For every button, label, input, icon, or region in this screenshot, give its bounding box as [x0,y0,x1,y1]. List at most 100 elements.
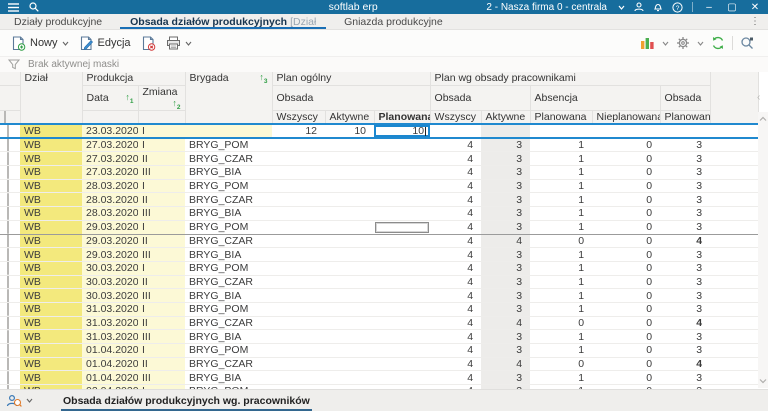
cell-obsada-aktywne[interactable]: 3 [481,248,530,262]
sort-icon-zmiana[interactable]: ↑2 [172,98,180,111]
cell-obsada-aktywne[interactable]: 3 [481,343,530,357]
cell-plan-ogolny-wszyscy[interactable] [272,193,325,207]
table-row[interactable]: WB29.03.2020IIIBRYG_BIA43103 [0,248,758,262]
cell-zmiana[interactable]: II [138,234,185,248]
cell-dzial[interactable]: WB [20,193,82,207]
gear-dropdown-icon[interactable] [697,41,704,46]
cell-plan-ogolny-planowana[interactable] [374,138,430,152]
cell-dzial[interactable]: WB [20,343,82,357]
cell-brygada[interactable]: BRYG_BIA [185,207,272,221]
cell-plan-ogolny-planowana[interactable] [374,316,430,330]
cell-absencja-nieplanowana[interactable]: 0 [592,275,660,289]
cell-plan-ogolny-aktywne[interactable]: 10 [325,124,374,138]
row-checkbox[interactable] [7,124,9,138]
cell-zmiana[interactable]: II [138,193,185,207]
cell-obsada-wszyscy[interactable]: 4 [430,302,481,316]
table-row[interactable]: WB27.03.2020IBRYG_POM43103 [0,138,758,152]
cell-obsada-wszyscy[interactable]: 4 [430,261,481,275]
cell-data[interactable]: 31.03.2020 [82,330,138,344]
cell-zmiana[interactable]: II [138,152,185,166]
cell-obsada-aktywne[interactable]: 3 [481,207,530,221]
cell-brygada[interactable]: BRYG_POM [185,179,272,193]
cell-obsada-planowana[interactable]: 3 [660,302,710,316]
cell-plan-ogolny-planowana[interactable] [374,220,430,234]
cell-obsada-wszyscy[interactable]: 4 [430,138,481,152]
print-button[interactable] [161,33,197,53]
group-header-plan-wg-obsady[interactable]: Plan wg obsady pracownikami [430,72,710,85]
cell-plan-ogolny-aktywne[interactable] [325,330,374,344]
cell-absencja-nieplanowana[interactable]: 0 [592,220,660,234]
cell-plan-ogolny-aktywne[interactable] [325,261,374,275]
cell-plan-ogolny-aktywne[interactable] [325,275,374,289]
cell-obsada-aktywne[interactable]: 3 [481,289,530,303]
cell-data[interactable]: 28.03.2020 [82,207,138,221]
cell-brygada[interactable]: BRYG_BIA [185,330,272,344]
cell-obsada-wszyscy[interactable]: 4 [430,166,481,180]
row-checkbox-cell[interactable] [0,371,20,385]
cell-dzial[interactable]: WB [20,179,82,193]
cell-dzial[interactable]: WB [20,234,82,248]
cell-plan-ogolny-wszyscy[interactable] [272,179,325,193]
cell-zmiana[interactable]: I [138,302,185,316]
cell-absencja-nieplanowana[interactable]: 0 [592,343,660,357]
cell-plan-ogolny-planowana[interactable] [374,343,430,357]
cell-absencja-planowana[interactable]: 1 [530,275,592,289]
print-dropdown-icon[interactable] [185,41,192,46]
cell-filler[interactable] [710,316,758,330]
cell-brygada[interactable]: BRYG_CZAR [185,152,272,166]
cell-obsada-planowana[interactable]: 3 [660,289,710,303]
cell-absencja-planowana[interactable]: 1 [530,138,592,152]
row-checkbox-cell[interactable] [0,343,20,357]
table-row[interactable]: WB01.04.2020IBRYG_POM43103 [0,343,758,357]
cell-dzial[interactable]: WB [20,124,82,138]
cell-plan-ogolny-planowana[interactable] [374,207,430,221]
table-row[interactable]: WB29.03.2020IIBRYG_CZAR44004 [0,234,758,248]
row-checkbox[interactable] [7,248,9,262]
cell-obsada-aktywne[interactable]: 3 [481,193,530,207]
cell-absencja-planowana[interactable]: 0 [530,357,592,371]
row-checkbox-cell[interactable] [0,234,20,248]
cell-filler[interactable] [710,371,758,385]
scroll-down-icon[interactable] [759,377,767,385]
cell-plan-ogolny-wszyscy[interactable] [272,357,325,371]
cell-filler[interactable] [710,179,758,193]
cell-absencja-nieplanowana[interactable]: 0 [592,261,660,275]
cell-plan-ogolny-aktywne[interactable] [325,302,374,316]
cell-plan-ogolny-aktywne[interactable] [325,234,374,248]
cell-filler[interactable] [710,124,758,138]
cell-filler[interactable] [710,357,758,371]
chart-icon[interactable] [640,36,655,50]
cell-data[interactable]: 27.03.2020 [82,152,138,166]
cell-obsada-aktywne[interactable]: 3 [481,179,530,193]
cell-plan-ogolny-planowana[interactable] [374,234,430,248]
bell-icon[interactable] [653,2,663,12]
cell-plan-ogolny-wszyscy[interactable] [272,261,325,275]
row-checkbox[interactable] [7,138,9,152]
table-row[interactable]: WB30.03.2020IBRYG_POM43103 [0,261,758,275]
cell-obsada-planowana[interactable]: 3 [660,207,710,221]
cell-absencja-planowana[interactable]: 1 [530,166,592,180]
cell-obsada-wszyscy[interactable]: 4 [430,193,481,207]
row-checkbox[interactable] [7,357,9,371]
row-checkbox-cell[interactable] [0,124,20,138]
cell-data[interactable]: 29.03.2020 [82,234,138,248]
cell-plan-ogolny-planowana[interactable] [374,261,430,275]
cell-plan-ogolny-aktywne[interactable] [325,179,374,193]
cell-plan-ogolny-wszyscy[interactable]: 12 [272,124,325,138]
cell-dzial[interactable]: WB [20,316,82,330]
scroll-up-icon[interactable] [759,115,767,123]
table-row[interactable]: WB30.03.2020IIIBRYG_BIA43103 [0,289,758,303]
cell-zmiana[interactable]: II [138,316,185,330]
cell-plan-ogolny-wszyscy[interactable] [272,330,325,344]
cell-absencja-nieplanowana[interactable]: 0 [592,179,660,193]
bottom-tab-obsada-wg-pracownikow[interactable]: Obsada działów produkcyjnych wg. pracown… [61,395,312,407]
cell-filler[interactable] [710,343,758,357]
cell-data[interactable]: 28.03.2020 [82,179,138,193]
cell-brygada[interactable]: BRYG_CZAR [185,357,272,371]
group-header-obsada3[interactable]: Obsada [660,85,710,111]
cell-obsada-wszyscy[interactable]: 4 [430,316,481,330]
help-icon[interactable]: ? [672,2,683,13]
group-header-obsada2[interactable]: Obsada [430,85,530,111]
cell-absencja-planowana[interactable]: 1 [530,220,592,234]
search-settings-icon[interactable] [740,36,754,50]
